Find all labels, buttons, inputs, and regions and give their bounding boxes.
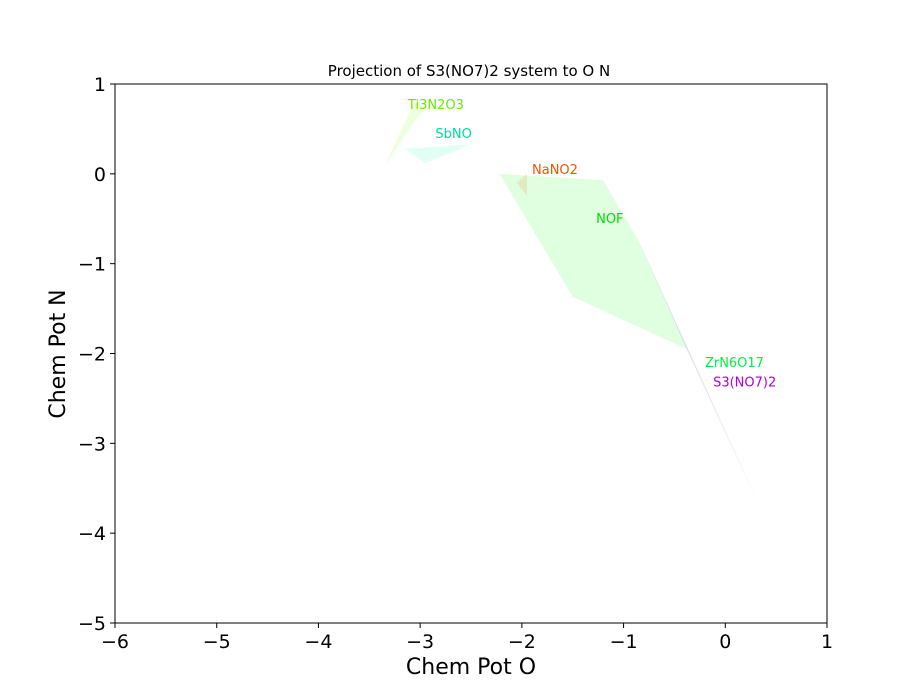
region-label-nof: NOF (596, 212, 623, 227)
regions-layer (384, 100, 772, 534)
x-tick-label: −1 (610, 631, 638, 653)
region-sbno (404, 144, 471, 164)
region-ti3n2o3 (384, 100, 426, 167)
y-tick-label: 1 (94, 74, 106, 96)
x-tick-label: −4 (304, 631, 332, 653)
region-label-nano2: NaNO2 (532, 163, 578, 178)
x-tick-label: −5 (203, 631, 231, 653)
region-nano2 (516, 173, 527, 197)
y-tick-label: −2 (78, 344, 106, 366)
y-axis-label: Chem Pot N (46, 289, 71, 418)
x-tick-label: 1 (821, 631, 833, 653)
region-labels: NOF ZrN6O17 S3(NO7)2 Ti3N2O3 SbNO NaNO2 (407, 98, 776, 391)
chart-title: Projection of S3(NO7)2 system to O N (328, 62, 610, 80)
region-label-s3-no7-2: S3(NO7)2 (713, 376, 776, 391)
x-tick-label: −6 (101, 631, 129, 653)
region-s3-no7-2 (638, 241, 756, 498)
x-axis-label: Chem Pot O (406, 655, 536, 680)
region-nof (499, 173, 687, 349)
x-tick-label: 0 (719, 631, 731, 653)
y-axis-ticks: −5 −4 −3 −2 −1 0 1 (78, 74, 115, 635)
region-label-ti3n2o3: Ti3N2O3 (407, 98, 464, 113)
region-label-sbno: SbNO (435, 127, 471, 142)
y-tick-label: −1 (78, 254, 106, 276)
region-label-zrn6o17: ZrN6O17 (705, 356, 764, 371)
y-tick-label: −4 (78, 523, 106, 545)
y-tick-label: −3 (78, 433, 106, 455)
y-tick-label: 0 (94, 164, 106, 186)
y-tick-label: −5 (78, 613, 106, 635)
x-tick-label: −2 (508, 631, 536, 653)
x-axis-ticks: −6 −5 −4 −3 −2 −1 0 1 (101, 623, 833, 653)
region-zrn6o17 (638, 241, 772, 534)
x-tick-label: −3 (406, 631, 434, 653)
